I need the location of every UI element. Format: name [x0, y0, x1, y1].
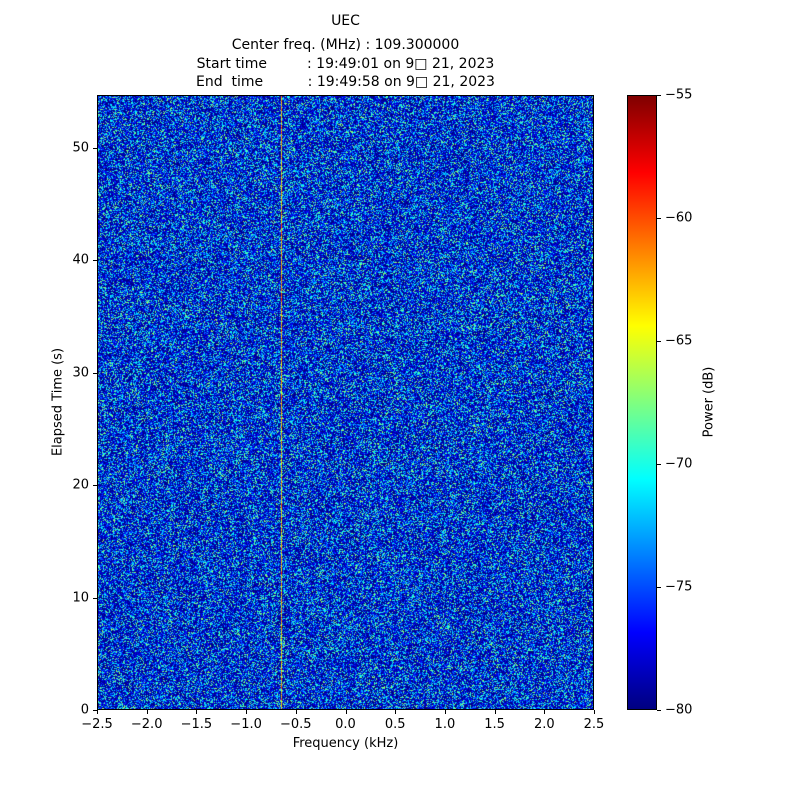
spectrogram-heatmap [98, 96, 593, 709]
x-tick-label: −2.5 [81, 717, 113, 732]
y-tick-label: 30 [72, 365, 89, 381]
x-tick-label: −1.0 [230, 717, 262, 732]
x-tick-mark [97, 710, 98, 714]
y-tick-label: 40 [72, 252, 89, 268]
chart-title: UEC [331, 13, 360, 29]
y-tick-label: 20 [72, 477, 89, 493]
y-axis-label: Elapsed Time (s) [50, 347, 66, 457]
y-tick-label: 10 [72, 590, 89, 606]
x-tick-mark [196, 710, 198, 714]
x-tick-mark [444, 710, 446, 714]
x-tick-label: 1.0 [434, 717, 456, 732]
x-tick-mark [345, 710, 347, 714]
colorbar-tick-label: −65 [665, 333, 693, 349]
colorbar-tick-label: −55 [665, 87, 693, 103]
colorbar-label: Power (dB) [701, 366, 717, 438]
x-tick-label: 2.5 [583, 717, 605, 732]
x-tick-label: −1.5 [180, 717, 213, 732]
x-tick-mark [295, 710, 297, 714]
x-tick-mark [494, 710, 496, 714]
plot-area [97, 95, 594, 710]
colorbar-tick-label: −80 [665, 702, 693, 718]
y-tick-label: 0 [80, 702, 89, 718]
colorbar-tick-label: −70 [665, 456, 693, 472]
x-tick-mark [544, 710, 546, 714]
x-tick-mark [395, 710, 397, 714]
x-tick-mark [246, 710, 248, 714]
colorbar-tick-mark [657, 710, 661, 711]
colorbar-tick-mark [657, 95, 661, 96]
x-tick-mark [146, 710, 148, 714]
y-tick-label: 50 [72, 140, 89, 156]
x-tick-label: −0.5 [280, 717, 312, 732]
x-tick-label: 1.5 [484, 717, 505, 732]
x-tick-label: 0.0 [335, 717, 356, 732]
colorbar [627, 95, 657, 710]
subtitle-center-freq: Center freq. (MHz) : 109.300000 [231, 37, 460, 53]
x-tick-label: 0.5 [384, 717, 406, 732]
colorbar-tick-label: −75 [665, 579, 693, 595]
colorbar-tick-label: −60 [665, 210, 693, 226]
x-tick-label: −2.0 [130, 717, 163, 732]
x-tick-label: 2.0 [533, 717, 555, 732]
x-tick-mark [594, 710, 595, 714]
subtitle-end-time: End time : 19:49:58 on 9□ 21, 2023 [196, 74, 495, 90]
x-axis-label: Frequency (kHz) [292, 736, 399, 751]
colorbar-tick-mark [657, 341, 661, 342]
y-tick-mark [93, 710, 97, 711]
colorbar-tick-mark [657, 464, 661, 465]
colorbar-tick-mark [657, 218, 661, 219]
colorbar-tick-mark [657, 587, 661, 588]
subtitle-start-time: Start time : 19:49:01 on 9□ 21, 2023 [196, 56, 495, 72]
